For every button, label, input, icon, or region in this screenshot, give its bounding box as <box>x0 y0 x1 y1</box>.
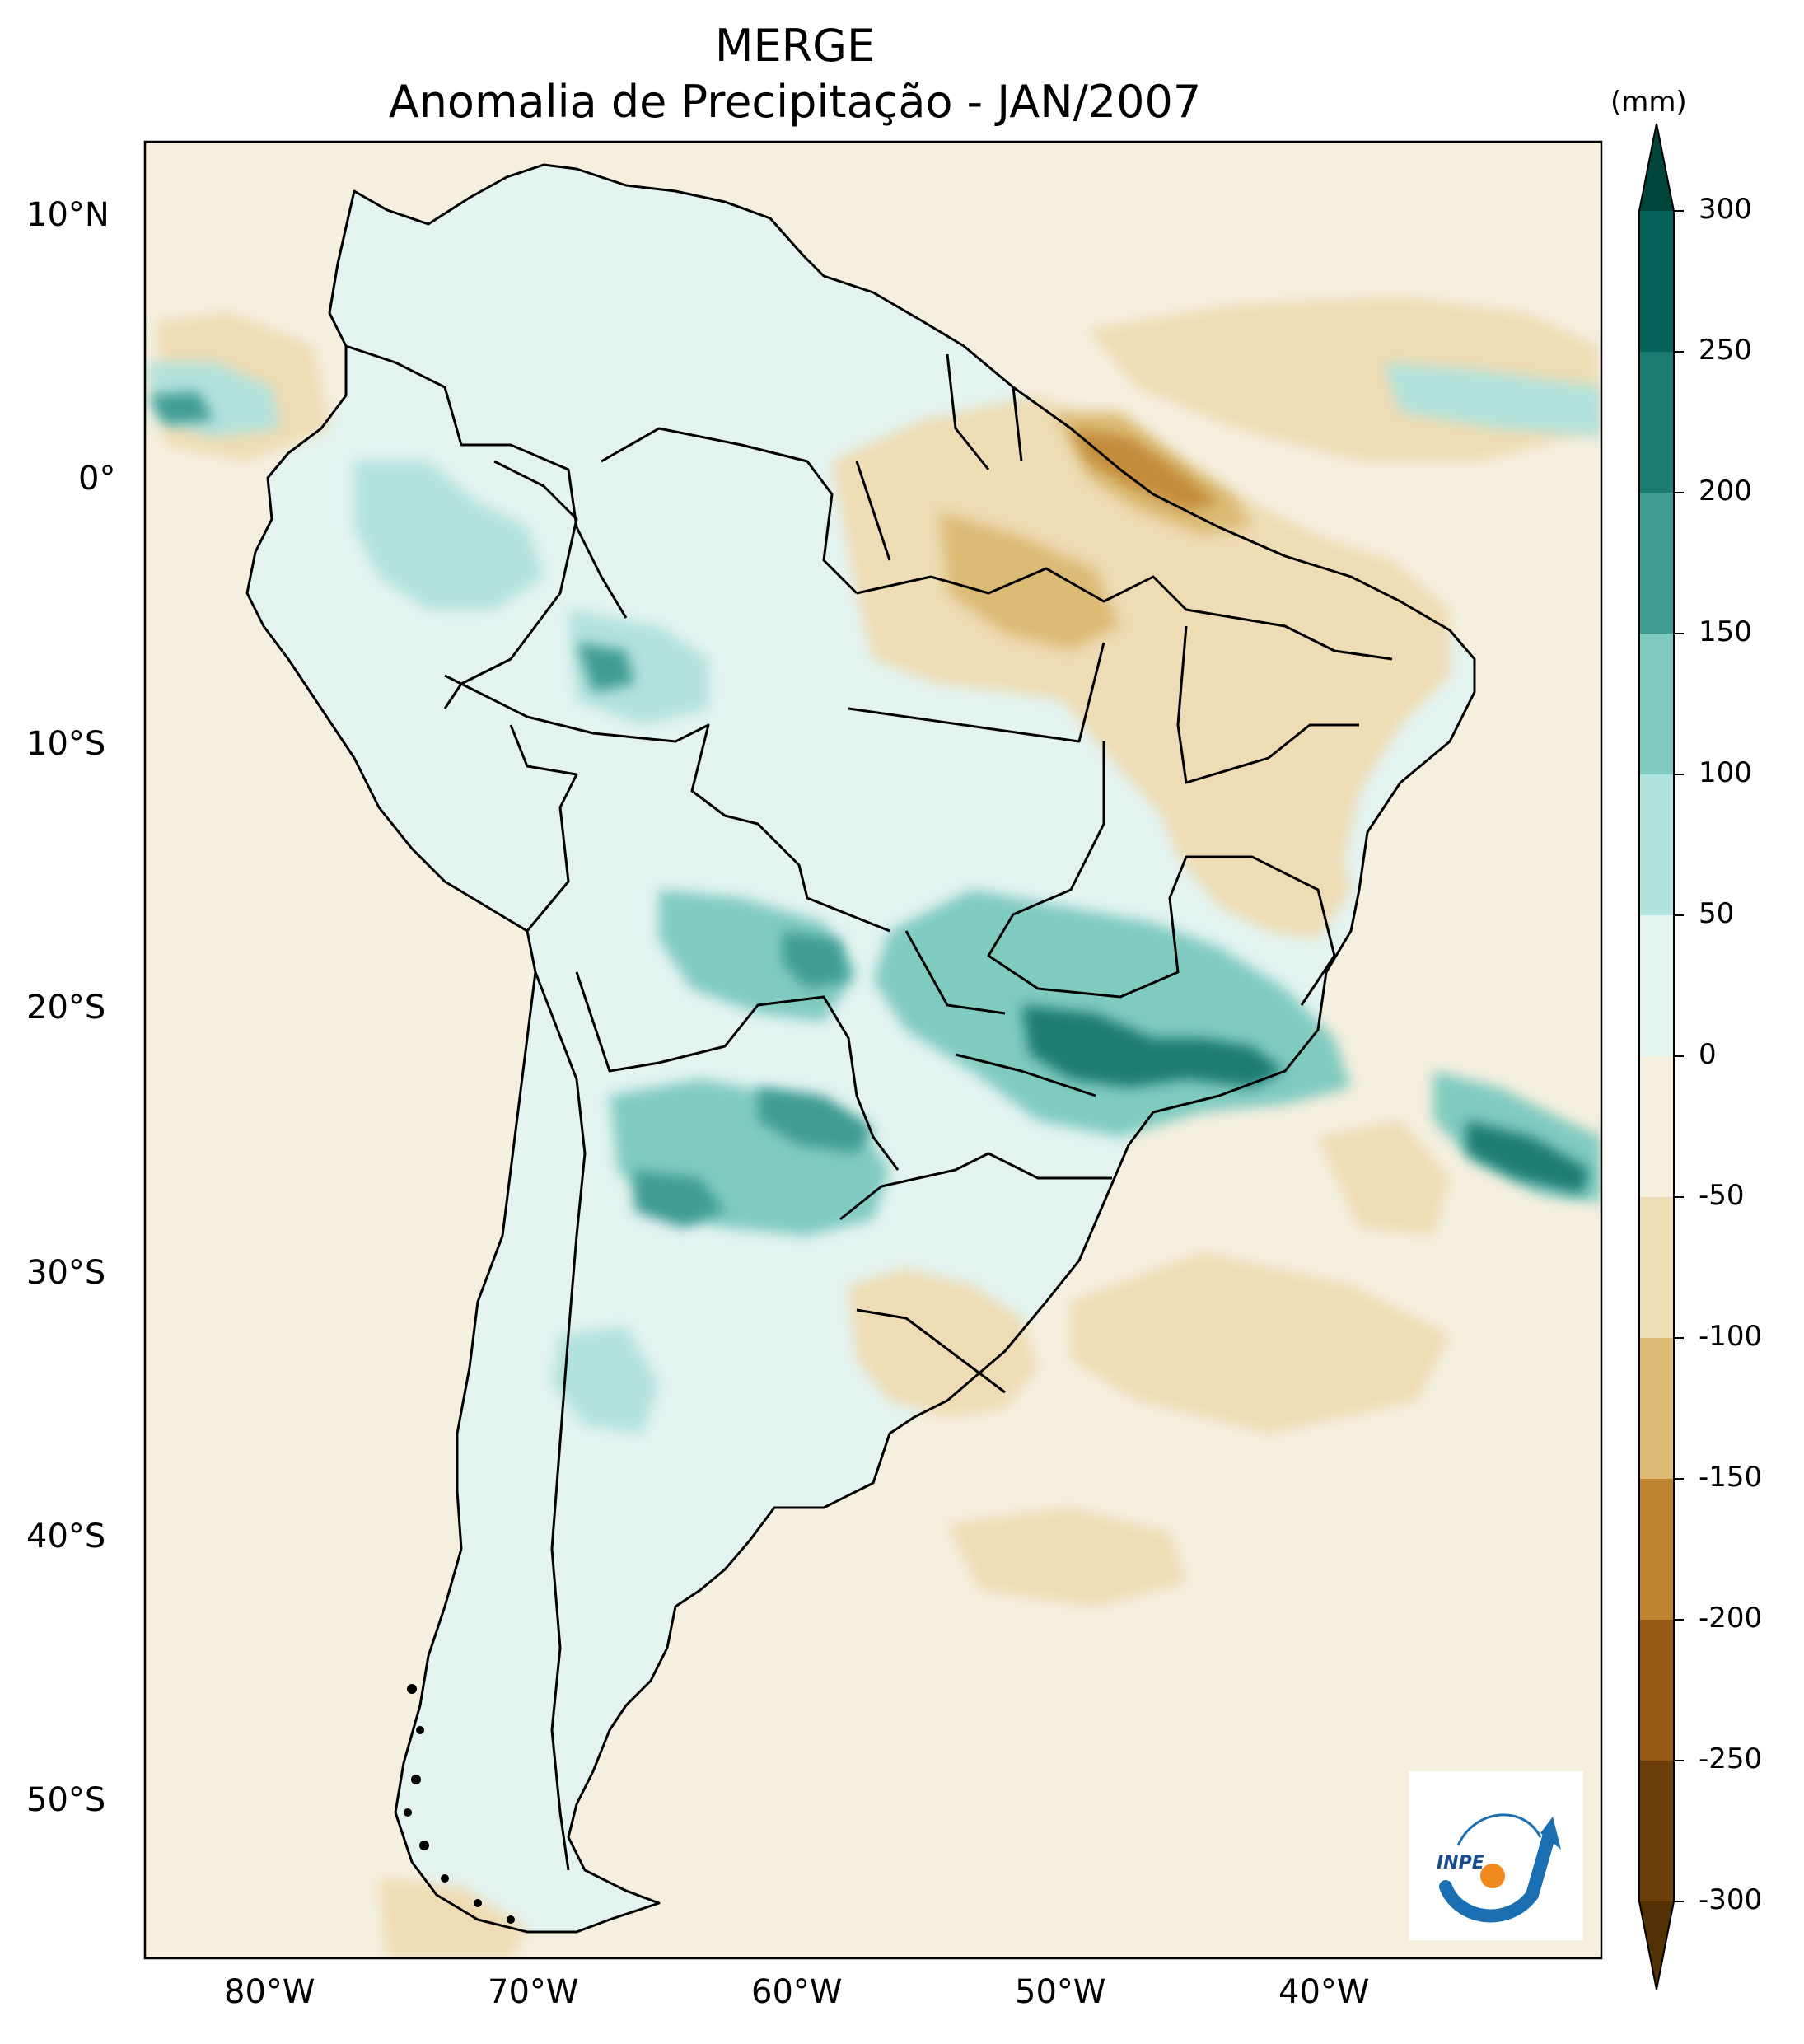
colorbar-segment <box>1639 774 1674 916</box>
dry-anomaly-layer <box>157 297 1598 1958</box>
colorbar-label: 50 <box>1699 897 1735 930</box>
colorbar-extend-top <box>1639 124 1674 211</box>
map-panel <box>145 142 1601 1958</box>
very-dry-anomaly-core <box>1071 428 1219 511</box>
lat-tick-0: 0° <box>78 460 116 498</box>
border-guianas <box>855 353 1023 561</box>
inpe-logo: INPE <box>1409 1771 1583 1940</box>
colorbar-label: -300 <box>1699 1883 1763 1916</box>
colorbar-label: -200 <box>1699 1602 1763 1635</box>
wet-anomaly-western-amazon <box>354 461 544 610</box>
colorbar-label: 100 <box>1699 756 1752 789</box>
colorbar-label: 300 <box>1699 193 1752 226</box>
wet-anomaly-central-argentina <box>552 1326 659 1434</box>
map-frame <box>143 140 1603 1960</box>
map-title: MERGE <box>714 20 876 72</box>
map-subtitle: Anomalia de Precipitação - JAN/2007 <box>388 76 1202 128</box>
border-peru-brazil-bolivia <box>444 674 890 933</box>
colorbar-label: -250 <box>1699 1742 1763 1775</box>
lat-tick-50s: 50°S <box>26 1781 106 1819</box>
border-colombia-venezuela <box>345 344 628 619</box>
colorbar-segment <box>1639 352 1674 493</box>
strong-wet-southeast-brazil <box>1021 1005 1285 1087</box>
wet-anomaly-central-amazon <box>568 610 708 725</box>
colorbar-segment <box>1639 634 1674 775</box>
dry-anomaly-tierra-del-fuego <box>379 1878 527 1958</box>
strong-wet-atlantic <box>1466 1120 1590 1195</box>
strong-wet-northern-argentina <box>634 1170 725 1228</box>
dry-anomaly-patagonian-shelf <box>947 1508 1186 1607</box>
colorbar-segment <box>1639 1197 1674 1339</box>
lat-tick-20s: 20°S <box>26 989 106 1027</box>
coastline <box>245 163 1476 1934</box>
lon-tick-40w: 40°W <box>1278 1973 1370 2011</box>
inpe-logo-text: INPE <box>1437 1853 1484 1873</box>
wet-anomaly-ocean-north-band <box>1384 362 1601 437</box>
strong-wet-paraguay <box>758 1087 873 1153</box>
colorbar-segment <box>1639 211 1674 353</box>
strong-dry-anomaly-para <box>939 511 1120 651</box>
colorbar-segment <box>1639 493 1674 634</box>
dry-anomaly-rio-grande-do-sul <box>848 1269 1038 1417</box>
border-brazilian-states <box>848 567 1393 1097</box>
strong-wet-anomaly-layer <box>148 391 1590 1228</box>
border-argentina-uruguay-brazil <box>839 1152 1112 1394</box>
colorbar-segment <box>1639 1056 1674 1198</box>
southern-islands <box>404 1684 515 1924</box>
colorbar-label: -50 <box>1699 1179 1745 1212</box>
colorbar <box>1638 123 1684 1990</box>
lat-tick-10s: 10°S <box>26 725 106 763</box>
colorbar-label: 250 <box>1699 334 1752 367</box>
colorbar-label: 200 <box>1699 475 1752 507</box>
colorbar-segment <box>1639 1761 1674 1902</box>
colorbar-label: -150 <box>1699 1461 1763 1494</box>
border-bolivia-paraguay-argentina <box>575 971 900 1171</box>
lat-tick-10n: 10°N <box>26 196 110 234</box>
colorbar-segment <box>1639 1338 1674 1480</box>
country-borders <box>245 163 1476 1934</box>
colorbar-label: 150 <box>1699 615 1752 648</box>
border-peru-bolivia-chile <box>509 724 578 932</box>
colorbar-segment <box>1639 1620 1674 1761</box>
border-venezuela-brazil <box>601 427 858 595</box>
colorbar-units: (mm) <box>1610 86 1687 119</box>
strong-wet-amazon <box>577 643 634 692</box>
lon-tick-70w: 70°W <box>488 1973 579 2011</box>
lat-tick-40s: 40°S <box>26 1518 106 1555</box>
strong-wet-caribbean <box>148 391 214 424</box>
lat-tick-30s: 30°S <box>26 1254 106 1292</box>
border-argentina-chile <box>534 971 587 1871</box>
lon-tick-60w: 60°W <box>751 1973 843 2011</box>
colorbar-label: -100 <box>1699 1320 1763 1353</box>
lon-tick-80w: 80°W <box>224 1973 315 2011</box>
lon-tick-50w: 50°W <box>1015 1973 1106 2011</box>
dry-anomaly-north-brazil <box>832 395 1450 882</box>
colorbar-segment <box>1639 1479 1674 1621</box>
dry-anomaly-atlantic-east <box>1318 1120 1450 1236</box>
colorbar-extend-bottom <box>1639 1901 1674 1990</box>
colorbar-segment <box>1639 915 1674 1057</box>
dry-anomaly-south-atlantic <box>1071 1252 1450 1434</box>
colorbar-label: 0 <box>1699 1038 1717 1071</box>
strong-wet-bolivia <box>783 931 848 989</box>
